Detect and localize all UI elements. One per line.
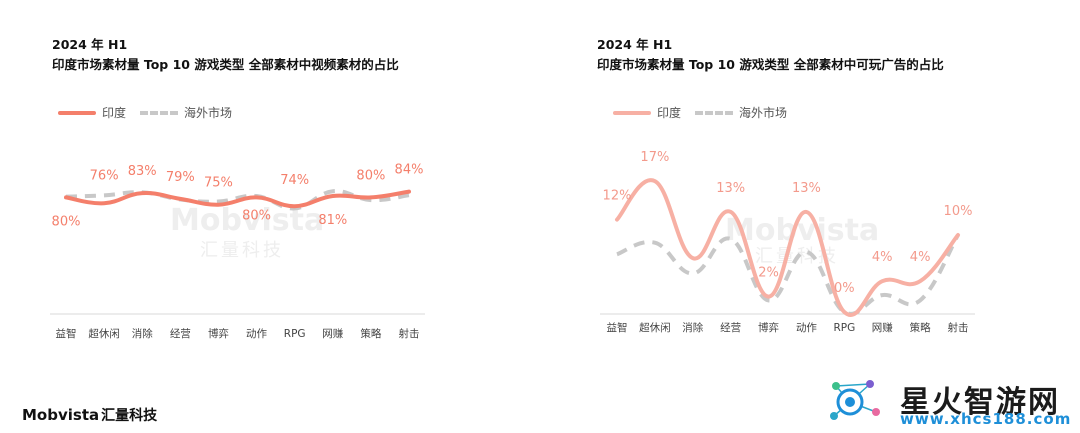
data-label: 2% [758, 266, 779, 281]
data-label: 75% [204, 176, 233, 191]
site-watermark-title: 星火智游网 [900, 385, 1060, 420]
x-tick-label: 经营 [170, 327, 191, 340]
chart-period: 2024 年 H1 [597, 37, 673, 52]
legend-swatch-india [613, 110, 651, 115]
legend-label-india: 印度 [102, 106, 127, 120]
legend-label-overseas: 海外市场 [184, 106, 233, 120]
data-label: 83% [128, 164, 157, 179]
site-watermark-url: www.xhcs188.com [900, 410, 1072, 428]
series-line-india [64, 189, 411, 209]
x-tick-label: 博弈 [208, 327, 229, 340]
panel-playable-share: 2024 年 H1 印度市场素材量 Top 10 游戏类型 全部素材中可玩广告的… [540, 0, 1080, 433]
x-tick-label: 动作 [246, 328, 267, 340]
data-label: 74% [280, 173, 309, 188]
x-tick-label: 益智 [607, 321, 628, 334]
chart-legend: 印度 海外市场 [613, 104, 801, 121]
data-label: 84% [395, 163, 424, 178]
x-tick-label: 超休闲 [88, 327, 120, 340]
x-tick-label: 经营 [720, 321, 741, 334]
legend-swatch-overseas [695, 110, 734, 115]
panel-video-share: 2024 年 H1 印度市场素材量 Top 10 游戏类型 全部素材中视频素材的… [50, 37, 425, 340]
x-tick-label: 动作 [796, 322, 817, 334]
x-tick-label: 超休闲 [639, 321, 671, 334]
series-line-india [615, 178, 960, 317]
data-label: 17% [640, 150, 669, 165]
footer-brand-name: Mobvista [22, 406, 100, 424]
legend-swatch-india [58, 110, 96, 115]
legend-item-overseas: 海外市场 [695, 104, 787, 121]
data-label: 76% [90, 168, 119, 183]
chart-period: 2024 年 H1 [52, 37, 128, 52]
data-label: 13% [716, 181, 745, 196]
x-tick-label: 射击 [399, 327, 420, 340]
series-line-overseas [616, 233, 960, 316]
data-label: 10% [944, 204, 973, 219]
x-tick-label: 博弈 [758, 321, 779, 334]
footer-brand-logo: Mobvista 汇量科技 [22, 405, 157, 425]
data-label: 80% [242, 208, 271, 223]
x-tick-label: 消除 [132, 327, 153, 340]
data-label: 80% [356, 168, 385, 183]
data-label: 0% [834, 281, 855, 296]
chart-legend: 印度 海外市场 [58, 104, 246, 121]
legend-swatch-overseas [140, 110, 179, 115]
legend-item-india: 印度 [613, 104, 681, 121]
chart-title: 印度市场素材量 Top 10 游戏类型 全部素材中可玩广告的占比 [597, 57, 944, 72]
data-label: 81% [318, 213, 347, 228]
x-tick-label: RPG [284, 328, 306, 340]
legend-item-india: 印度 [58, 104, 126, 121]
x-tick-label: 策略 [360, 327, 381, 340]
x-tick-label: 消除 [682, 321, 703, 334]
chart-title: 印度市场素材量 Top 10 游戏类型 全部素材中视频素材的占比 [52, 57, 399, 72]
x-tick-label: 策略 [910, 321, 932, 334]
data-label: 79% [166, 170, 195, 185]
legend-item-overseas: 海外市场 [140, 104, 232, 121]
x-tick-label: 射击 [948, 321, 969, 334]
data-label: 12% [603, 189, 632, 204]
legend-label-overseas: 海外市场 [739, 106, 788, 120]
x-tick-label: 益智 [56, 327, 77, 340]
footer-brand-sub: 汇量科技 [101, 408, 158, 424]
site-logo-icon [830, 380, 880, 420]
data-label: 80% [52, 214, 81, 229]
watermark-brand: Mobvista [725, 213, 879, 248]
x-tick-label: RPG [833, 322, 855, 334]
data-label: 4% [872, 250, 893, 265]
watermark-sub: 汇量科技 [200, 240, 284, 261]
legend-label-india: 印度 [657, 106, 682, 120]
x-tick-label: 网赚 [322, 327, 343, 340]
data-label: 13% [792, 181, 821, 196]
x-tick-label: 网赚 [872, 321, 893, 334]
data-label: 4% [910, 250, 931, 265]
